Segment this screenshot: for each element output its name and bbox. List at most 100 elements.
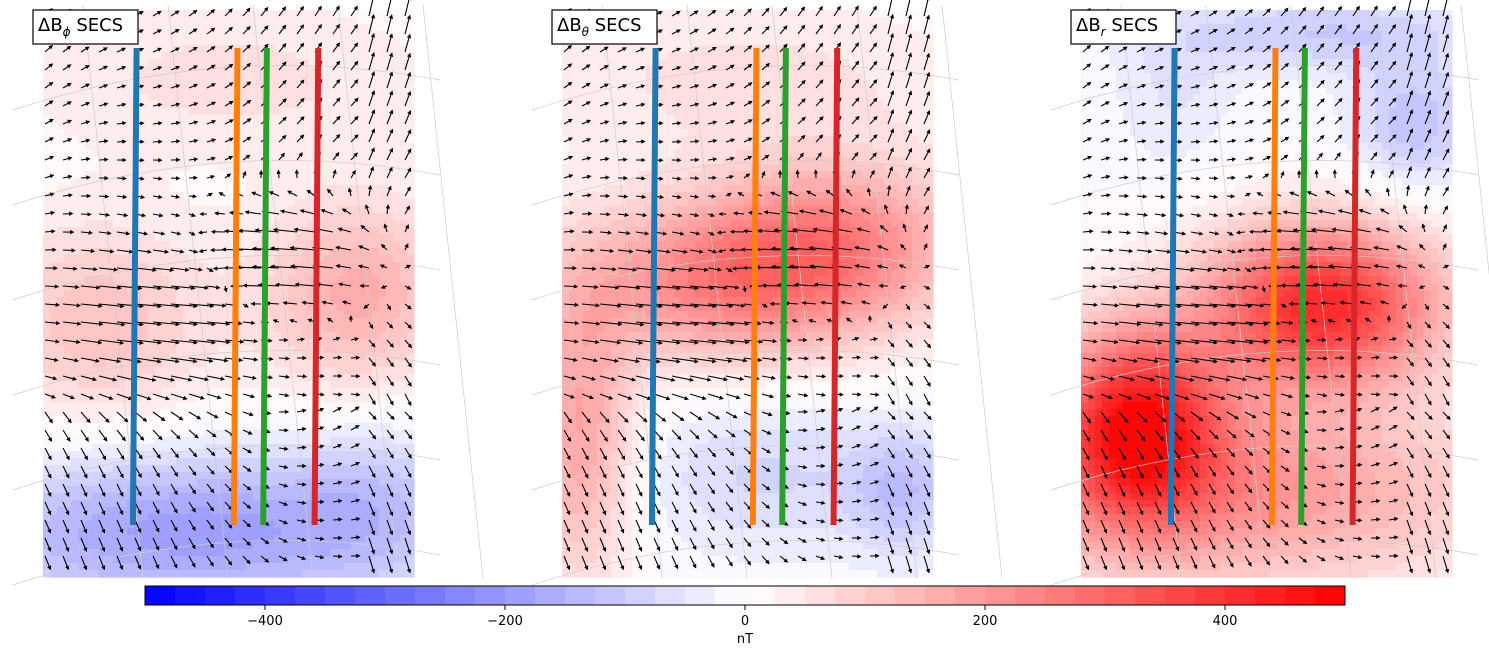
heat-cell [57,388,65,396]
heat-cell [358,521,366,529]
heat-cell [197,143,205,151]
heat-cell [218,17,226,25]
heat-cell [351,38,359,46]
heat-cell [337,157,345,165]
heat-cell [176,94,184,102]
heat-cell [337,129,345,137]
heat-cell [274,486,282,494]
heat-cell [358,332,366,340]
heat-cell [281,416,289,424]
heat-cell [400,549,408,557]
grid-line [12,540,441,586]
heat-cell [148,136,156,144]
heat-cell [92,255,100,263]
heat-cell [288,465,296,473]
heat-cell [134,353,142,361]
heat-cell [190,59,198,67]
heat-cell [386,80,394,88]
vector-arrow [224,119,234,125]
heat-cell [316,297,324,305]
heat-cell [358,31,366,39]
heat-cell [358,395,366,403]
heat-cell [106,185,114,193]
heat-cell [43,73,51,81]
heat-cell [43,374,51,382]
heat-cell [281,248,289,256]
heat-cell [393,339,401,347]
heat-cell [344,367,352,375]
heat-cell [141,199,149,207]
heat-cell [155,73,163,81]
heat-cell [113,297,121,305]
heat-cell [162,311,170,319]
heat-cell [169,10,177,18]
heat-cell [43,66,51,74]
heat-cell [183,423,191,431]
heat-cell [337,248,345,256]
heat-cell [134,304,142,312]
heat-cell [323,500,331,508]
heat-cell [106,227,114,235]
heat-cell [204,346,212,354]
heat-cell [372,143,380,151]
heat-cell [141,304,149,312]
heat-cell [106,192,114,200]
heat-cell [99,437,107,445]
heat-cell [274,17,282,25]
heat-cell [99,80,107,88]
heat-cell [365,381,373,389]
heat-cell [351,101,359,109]
heat-cell [155,535,163,543]
heat-cell [92,101,100,109]
heat-cell [323,507,331,515]
heat-cell [225,360,233,368]
heat-cell [344,45,352,53]
heat-cell [295,24,303,32]
heat-cell [351,136,359,144]
vector-arrow [224,45,234,53]
heat-cell [120,318,128,326]
heat-cell [246,570,254,578]
heat-cell [99,325,107,333]
heat-cell [106,122,114,130]
heat-cell [190,409,198,417]
heat-cell [330,227,338,235]
heat-cell [302,276,310,284]
heat-cell [330,143,338,151]
heat-cell [120,87,128,95]
heat-cell [267,402,275,410]
heat-cell [302,66,310,74]
heat-cell [169,157,177,165]
heat-cell [372,255,380,263]
heat-cell [337,38,345,46]
heat-cell [64,458,72,466]
heat-cell [197,38,205,46]
heat-cell [386,178,394,186]
heat-cell [316,528,324,536]
heat-cell [267,346,275,354]
heat-cell [358,479,366,487]
heat-cell [274,444,282,452]
heat-cell [323,430,331,438]
heat-cell [50,430,58,438]
heat-cell [106,87,114,95]
heat-cell [365,227,373,235]
heat-cell [99,164,107,172]
heat-cell [407,535,415,543]
heat-cell [218,451,226,459]
heat-cell [134,563,142,571]
heat-cell [204,87,212,95]
heat-cell [218,521,226,529]
heat-cell [281,31,289,39]
heat-cell [253,486,261,494]
heat-cell [288,409,296,417]
heat-cell [295,122,303,130]
heat-cell [288,507,296,515]
heat-cell [43,171,51,179]
heat-cell [50,171,58,179]
heat-cell [365,423,373,431]
heat-cell [358,507,366,515]
heat-cell [267,269,275,277]
heat-cell [351,199,359,207]
heat-cell [204,521,212,529]
